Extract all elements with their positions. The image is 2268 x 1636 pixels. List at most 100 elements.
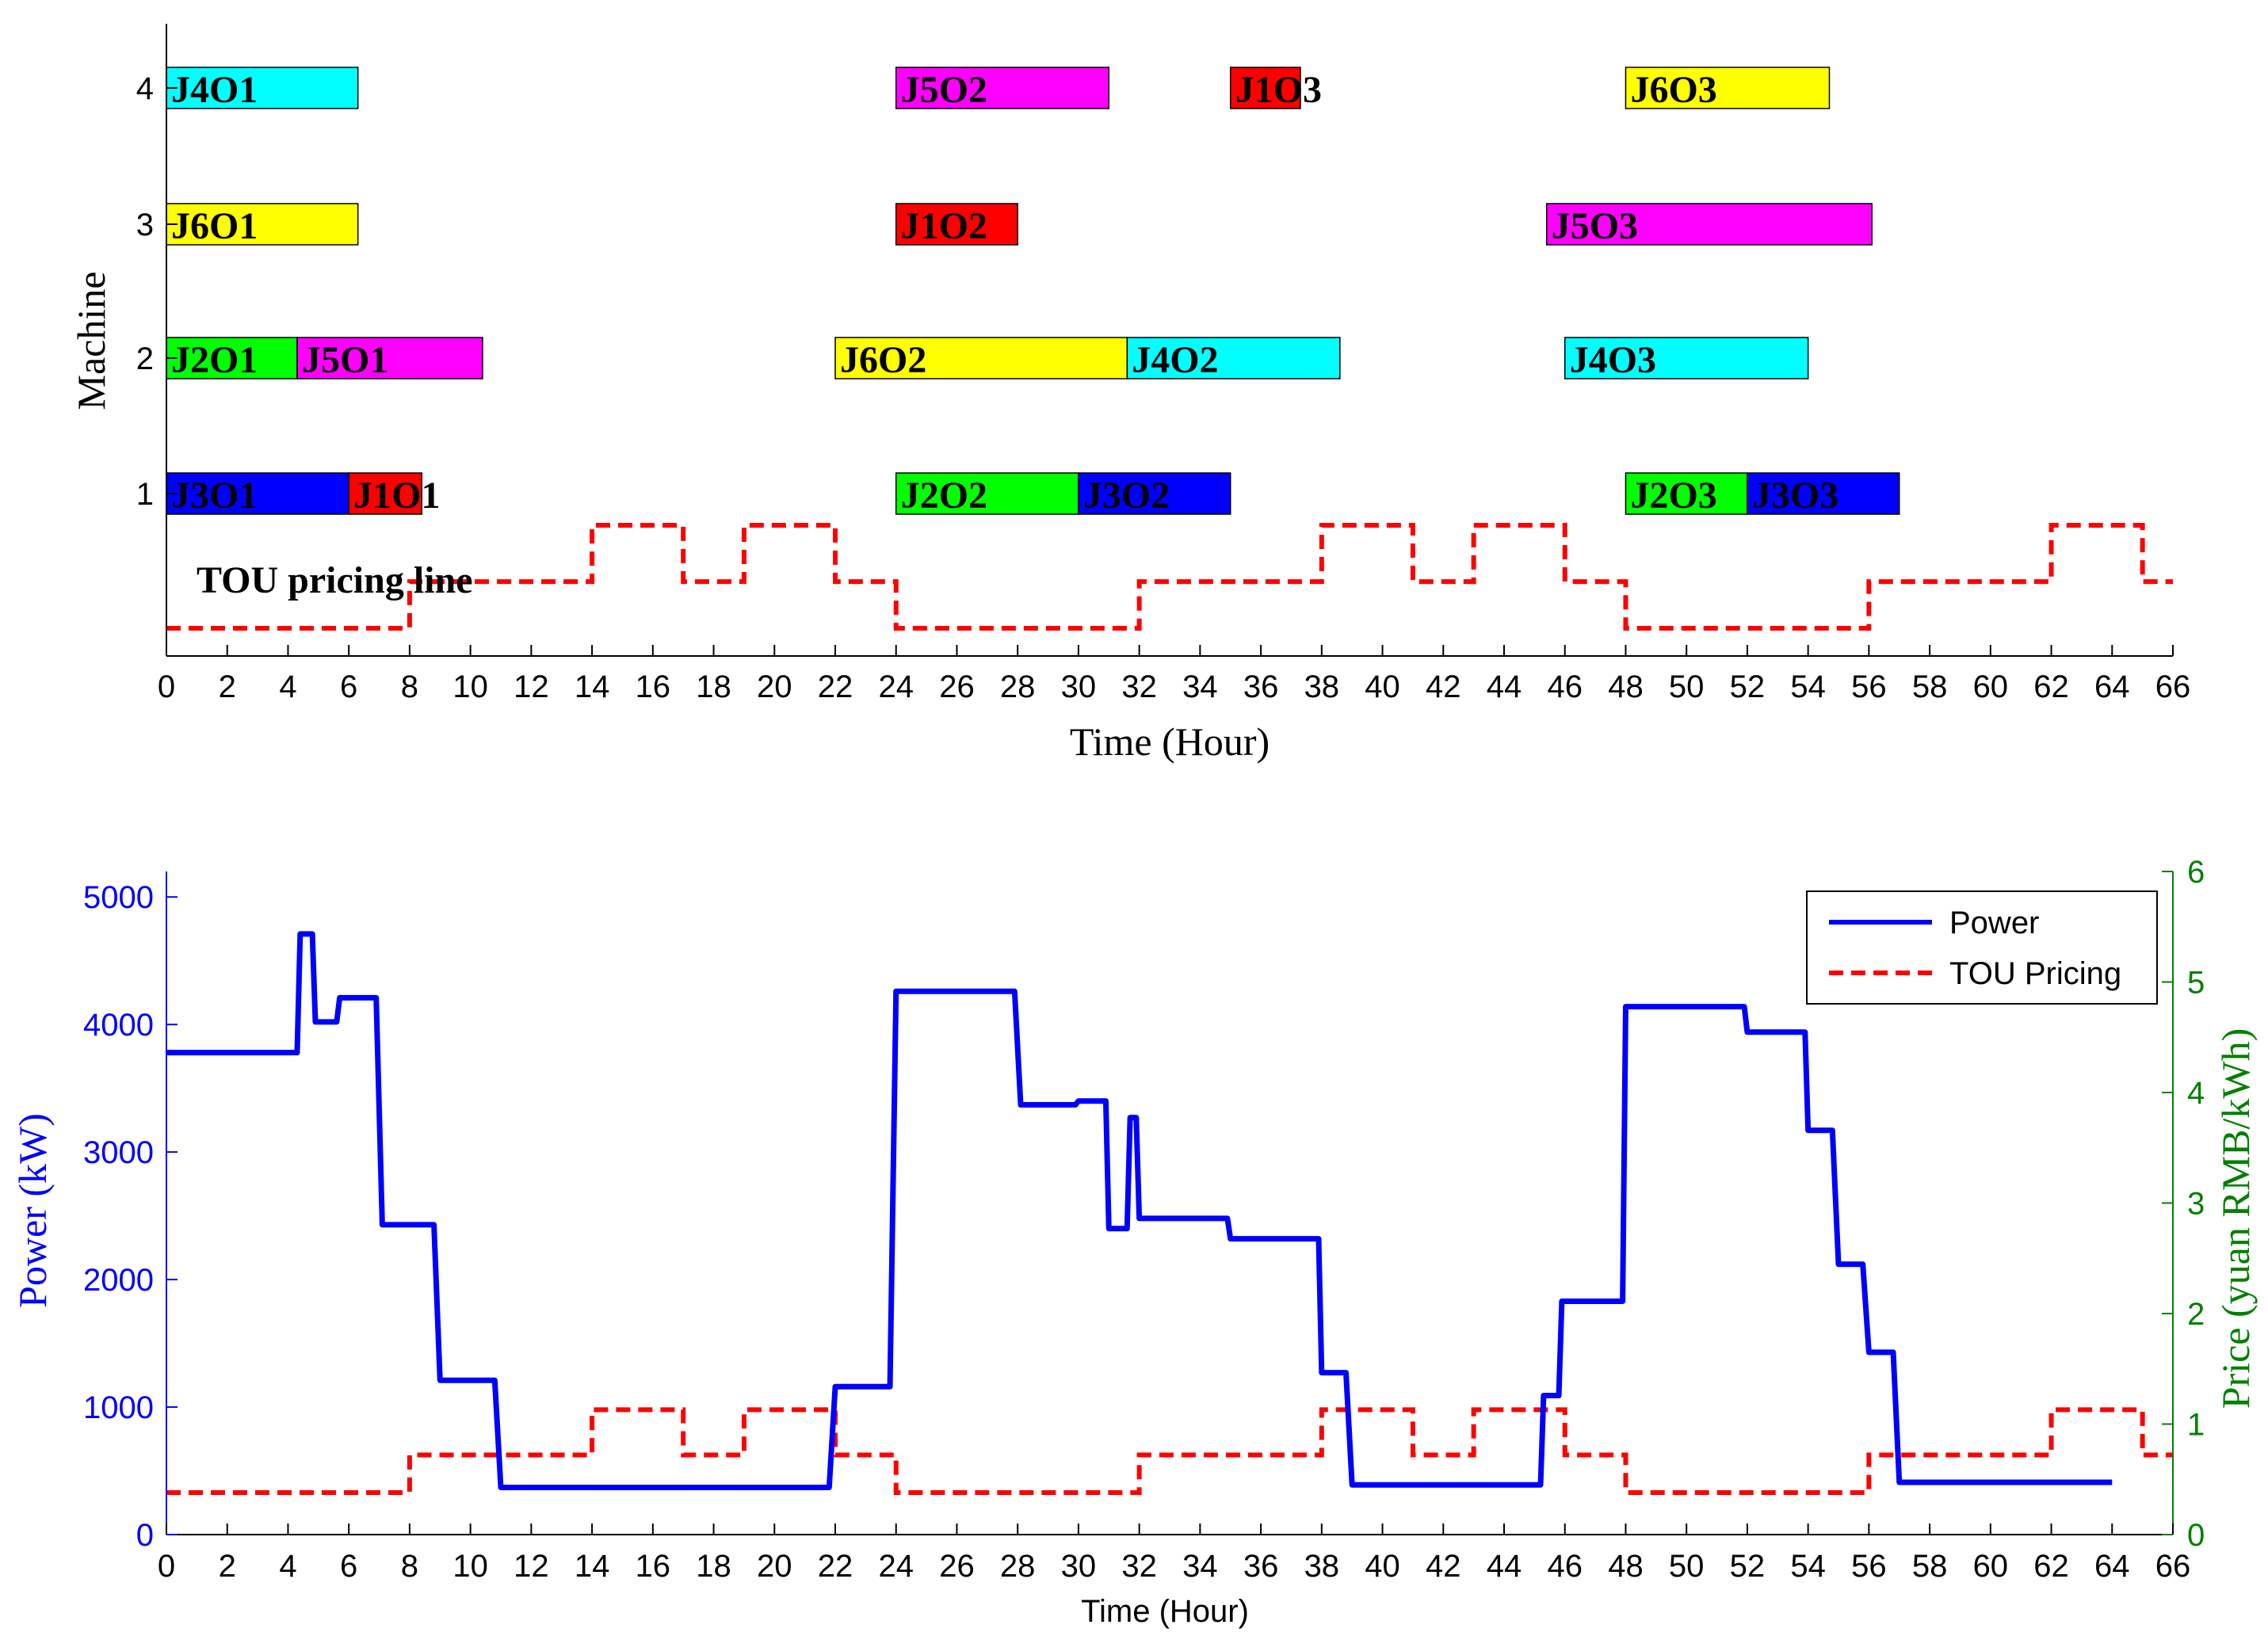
line-x-ticks-group: 0 2 4 6 8 10 12 14 16 18 20 22 24 26 28 30 32 34 36 38 40 42 4… xyxy=(158,1524,2190,1584)
line-x-tick-label: 54 xyxy=(1790,1549,1826,1584)
gantt-bar-label: J2O1 xyxy=(171,339,258,381)
gantt-bar-label: J6O3 xyxy=(1630,69,1716,111)
gantt-x-tick-label: 54 xyxy=(1790,669,1826,704)
gantt-bar xyxy=(166,337,298,379)
gantt-y-tick-label: 3 xyxy=(136,208,154,242)
gantt-x-tick-label: 52 xyxy=(1730,669,1766,704)
gantt-x-tick-label: 6 xyxy=(340,669,357,704)
legend-box xyxy=(1806,890,2158,1005)
gantt-x-tick-label: 36 xyxy=(1243,669,1279,704)
line-x-tick-label: 34 xyxy=(1182,1549,1218,1584)
gantt-x-tick-label: 38 xyxy=(1304,669,1340,704)
gantt-x-tick-label: 32 xyxy=(1121,669,1157,704)
gantt-axes-group xyxy=(166,24,2173,657)
gantt-bar xyxy=(166,203,359,246)
gantt-bars-group: J4O1 J5O2 J1O3 J6O3 J6O1 J1O2 J5O3 J2O1 J5O1 J6O2… xyxy=(166,67,1900,517)
line-x-tick-label: 4 xyxy=(279,1549,296,1584)
line-x-tick-label: 46 xyxy=(1547,1549,1583,1584)
tou-annotation: TOU pricing line xyxy=(197,559,473,601)
gantt-bar-label: J6O1 xyxy=(171,205,258,247)
gantt-y-axis-label: Machine xyxy=(69,272,113,410)
line-y2-tick-label: 0 xyxy=(2187,1518,2205,1553)
gantt-bar xyxy=(834,337,1128,379)
gantt-bar-label: J1O3 xyxy=(1235,69,1322,111)
line-y2-tick-label: 2 xyxy=(2187,1297,2205,1332)
gantt-x-tick-label: 10 xyxy=(452,669,488,704)
gantt-tou-line-group xyxy=(166,523,2173,631)
line-x-tick-label: 66 xyxy=(2155,1549,2191,1584)
gantt-x-tick-label: 22 xyxy=(818,669,853,704)
gantt-x-tick-label: 40 xyxy=(1365,669,1400,704)
gantt-tou-line xyxy=(166,523,2173,631)
line-x-tick-label: 44 xyxy=(1487,1549,1522,1584)
line-x-tick-label: 12 xyxy=(514,1549,549,1584)
gantt-bar xyxy=(296,337,483,379)
line-x-tick-label: 58 xyxy=(1912,1549,1948,1584)
line-y-tick-label: 3000 xyxy=(83,1135,154,1170)
line-x-tick-label: 8 xyxy=(401,1549,418,1584)
gantt-bar xyxy=(1229,67,1301,109)
gantt-x-tick-label: 2 xyxy=(219,669,236,704)
gantt-bar-label: J4O3 xyxy=(1570,339,1656,381)
line-x-tick-label: 18 xyxy=(696,1549,731,1584)
gantt-bar xyxy=(1625,472,1748,515)
line-y2-tick-label: 6 xyxy=(2187,855,2205,890)
gantt-x-tick-label: 60 xyxy=(1973,669,2009,704)
gantt-y-tick-label: 2 xyxy=(136,341,154,376)
line-x-tick-label: 30 xyxy=(1061,1549,1097,1584)
tou-pricing-line xyxy=(166,1407,2173,1495)
line-x-tick-label: 38 xyxy=(1304,1549,1340,1584)
line-x-tick-label: 24 xyxy=(878,1549,914,1584)
gantt-x-tick-label: 64 xyxy=(2094,669,2130,704)
line-x-tick-label: 28 xyxy=(1000,1549,1036,1584)
gantt-x-tick-label: 58 xyxy=(1912,669,1948,704)
line-y2-tick-label: 1 xyxy=(2187,1408,2205,1443)
gantt-x-tick-label: 0 xyxy=(158,669,175,704)
gantt-x-tick-label: 28 xyxy=(1000,669,1036,704)
power-chart: 0 2 4 6 8 10 12 14 16 18 20 22 24 26 28 30 32 34 36 38 40 42 4… xyxy=(10,855,2258,1629)
line-x-tick-label: 56 xyxy=(1851,1549,1887,1584)
line-y-tick-label: 4000 xyxy=(83,1008,154,1043)
line-x-tick-label: 52 xyxy=(1730,1549,1766,1584)
gantt-x-tick-label: 34 xyxy=(1182,669,1218,704)
line-x-tick-label: 42 xyxy=(1426,1549,1461,1584)
line-y-axis-label: Power (kW) xyxy=(10,1113,55,1308)
gantt-bar-label: J3O3 xyxy=(1752,475,1838,517)
gantt-bar-label: J4O2 xyxy=(1132,339,1218,381)
line-x-tick-label: 62 xyxy=(2033,1549,2069,1584)
line-x-tick-label: 14 xyxy=(575,1549,610,1584)
gantt-x-tick-label: 12 xyxy=(514,669,549,704)
line-x-tick-label: 60 xyxy=(1973,1549,2009,1584)
line-x-tick-label: 26 xyxy=(939,1549,975,1584)
line-x-tick-label: 48 xyxy=(1608,1549,1644,1584)
gantt-x-tick-label: 14 xyxy=(575,669,610,704)
line-y-ticks-group: 0 1000 2000 3000 4000 5000 xyxy=(83,880,178,1553)
line-y2-tick-label: 4 xyxy=(2187,1076,2205,1111)
line-x-tick-label: 6 xyxy=(340,1549,357,1584)
gantt-y-ticks-group: 1 2 3 4 xyxy=(136,71,178,512)
gantt-bar xyxy=(1625,67,1831,109)
line-x-tick-label: 20 xyxy=(757,1549,792,1584)
line-x-tick-label: 0 xyxy=(158,1549,175,1584)
line-x-tick-label: 50 xyxy=(1669,1549,1705,1584)
gantt-bar-label: J1O2 xyxy=(901,205,987,247)
gantt-bar-label: J5O3 xyxy=(1552,205,1638,247)
gantt-bar-label: J6O2 xyxy=(840,339,926,381)
line-x-tick-label: 10 xyxy=(452,1549,488,1584)
gantt-x-tick-label: 56 xyxy=(1851,669,1887,704)
line-x-tick-label: 16 xyxy=(636,1549,671,1584)
legend-power-label: Power xyxy=(1949,906,2039,940)
line-x-tick-label: 64 xyxy=(2094,1549,2130,1584)
gantt-x-tick-label: 20 xyxy=(757,669,792,704)
line-y-tick-label: 2000 xyxy=(83,1263,154,1298)
gantt-bar-label: J1O1 xyxy=(353,475,440,517)
line-x-tick-label: 32 xyxy=(1121,1549,1157,1584)
gantt-x-ticks-group: 0 2 4 6 8 10 12 14 16 18 20 22 24 26 28 30 32 34 36 38 40 42 4… xyxy=(158,645,2190,704)
gantt-bar-label: J3O2 xyxy=(1083,475,1170,517)
line-series-group xyxy=(166,931,2173,1495)
gantt-bar-label: J2O2 xyxy=(901,475,987,517)
line-y2-axis-label: Price (yuan RMB/kWh) xyxy=(2213,1028,2258,1409)
gantt-bar xyxy=(895,203,1018,246)
legend-tou-label: TOU Pricing xyxy=(1949,956,2121,991)
